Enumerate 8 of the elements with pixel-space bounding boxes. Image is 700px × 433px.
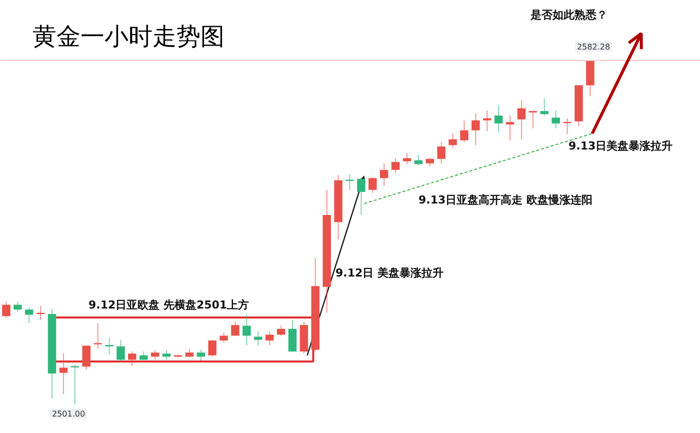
text: 是否如此熟悉？ xyxy=(530,8,608,22)
annotation: 9.13日美盘暴涨拉升 xyxy=(568,140,673,152)
annotation: 9.12日 美盘暴涨拉升 xyxy=(336,266,444,280)
annotation: 9.13日亚盘高开高走 欧盘慢涨连阳 xyxy=(418,194,592,206)
annotation: 9.12日亚欧盘 先横盘2501上方 xyxy=(88,298,250,312)
chart-title: 黄金一小时走势图 xyxy=(32,22,224,50)
text: 2582.28 xyxy=(576,42,610,52)
text: 2501.00 xyxy=(52,410,86,418)
